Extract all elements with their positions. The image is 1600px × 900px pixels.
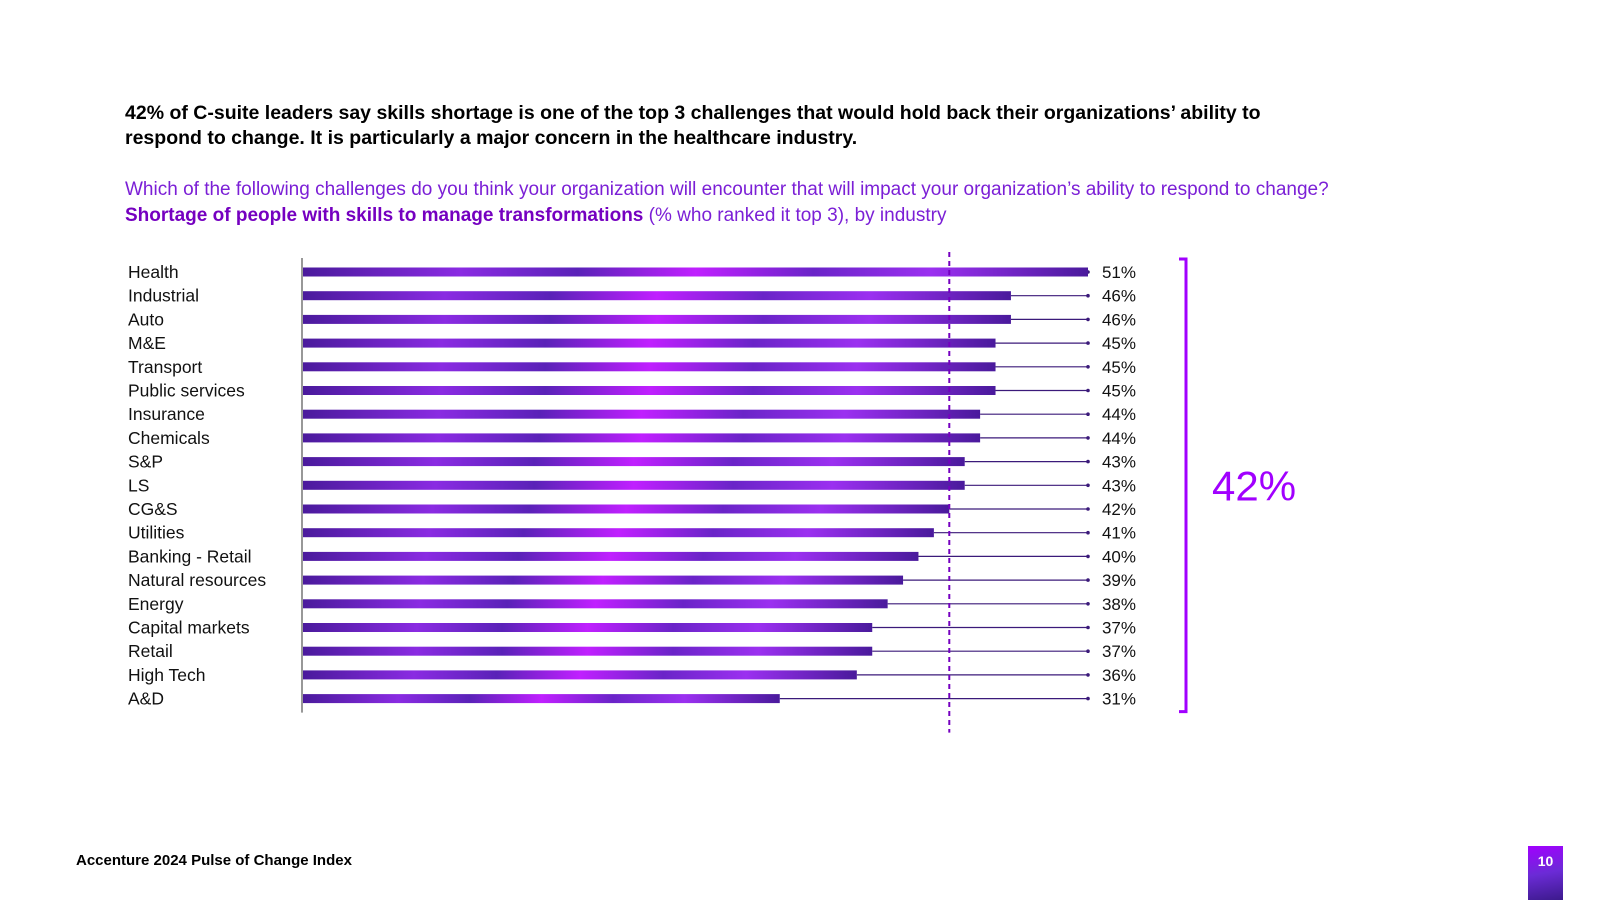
- category-label: Natural resources: [128, 570, 266, 590]
- bar: [303, 409, 981, 419]
- value-label: 41%: [1102, 524, 1136, 543]
- bar: [303, 338, 996, 348]
- value-label: 45%: [1102, 358, 1136, 377]
- category-label: Industrial: [128, 286, 199, 306]
- value-label: 45%: [1102, 382, 1136, 401]
- question-bold: Shortage of people with skills to manage…: [125, 205, 644, 226]
- value-label: 42%: [1102, 500, 1136, 519]
- category-label: S&P: [128, 452, 163, 472]
- leader-dot: [1086, 649, 1090, 653]
- bar: [303, 433, 981, 443]
- value-label: 46%: [1102, 310, 1136, 329]
- value-label: 38%: [1102, 595, 1136, 614]
- category-label: Auto: [128, 309, 164, 329]
- bar: [303, 457, 965, 467]
- bar: [303, 291, 1011, 301]
- bar: [303, 694, 780, 704]
- category-label: M&E: [128, 333, 166, 353]
- bar: [303, 362, 996, 372]
- category-label: CG&S: [128, 499, 178, 519]
- value-label: 37%: [1102, 619, 1136, 638]
- category-label: High Tech: [128, 665, 206, 685]
- bar: [303, 599, 888, 609]
- value-label: 43%: [1102, 453, 1136, 472]
- category-label: Insurance: [128, 404, 205, 424]
- leader-dot: [1086, 602, 1090, 606]
- bar: [303, 528, 934, 538]
- leader-dot: [1086, 317, 1090, 322]
- value-label: 39%: [1102, 571, 1136, 590]
- value-label: 31%: [1102, 690, 1136, 709]
- category-label: Banking - Retail: [128, 546, 252, 566]
- bar: [303, 504, 950, 514]
- leader-dot: [1086, 436, 1090, 440]
- bar: [303, 314, 1011, 324]
- question-line: Which of the following challenges do you…: [125, 179, 1329, 200]
- category-label: Chemicals: [128, 428, 210, 448]
- category-label: LS: [128, 475, 149, 495]
- bar: [303, 670, 857, 680]
- bar: [303, 480, 965, 490]
- footer-source: Accenture 2024 Pulse of Change Index: [76, 852, 352, 869]
- headline: 42% of C-suite leaders say skills shorta…: [125, 102, 1261, 149]
- leader-dot: [1086, 554, 1090, 559]
- bar: [303, 646, 873, 656]
- bar: [303, 267, 1088, 277]
- leader-dot: [1086, 696, 1090, 701]
- leader-dot: [1086, 530, 1090, 535]
- value-label: 51%: [1102, 263, 1136, 282]
- leader-dot: [1086, 483, 1090, 488]
- leader-dot: [1086, 365, 1090, 369]
- category-label: Transport: [128, 357, 202, 377]
- leader-dot: [1086, 341, 1090, 345]
- category-label: Capital markets: [128, 618, 250, 638]
- leader-dot: [1086, 673, 1090, 677]
- category-label: A&D: [128, 689, 164, 709]
- leader-dot: [1086, 459, 1090, 464]
- leader-dot: [1086, 507, 1090, 511]
- leader-dot: [1086, 388, 1090, 393]
- value-label: 44%: [1102, 429, 1136, 448]
- category-label: Public services: [128, 381, 245, 401]
- category-label: Energy: [128, 594, 184, 614]
- bar: [303, 575, 904, 585]
- value-label: 43%: [1102, 476, 1136, 495]
- bar: [303, 386, 996, 395]
- leader-dot: [1086, 412, 1090, 417]
- page-number: 10: [1528, 846, 1563, 900]
- value-label: 44%: [1102, 405, 1136, 424]
- value-label: 45%: [1102, 334, 1136, 353]
- survey-question: Which of the following challenges do you…: [125, 177, 1505, 229]
- question-rest: (% who ranked it top 3), by industry: [643, 205, 947, 226]
- category-label: Retail: [128, 641, 173, 661]
- leader-dot: [1086, 293, 1090, 298]
- value-label: 46%: [1102, 287, 1136, 306]
- leader-dot: [1086, 578, 1090, 582]
- category-label: Utilities: [128, 523, 185, 543]
- value-label: 37%: [1102, 642, 1136, 661]
- bars-layer: Health 51% Industrial 46% Auto 46% M&E 45% Trans…: [128, 252, 1296, 733]
- bracket: [1179, 257, 1188, 714]
- average-label: 42%: [1212, 462, 1296, 509]
- bar: [303, 551, 919, 561]
- bar: [303, 623, 873, 632]
- value-label: 36%: [1102, 666, 1136, 685]
- value-label: 40%: [1102, 547, 1136, 566]
- leader-dot: [1086, 625, 1090, 630]
- category-label: Health: [128, 262, 179, 282]
